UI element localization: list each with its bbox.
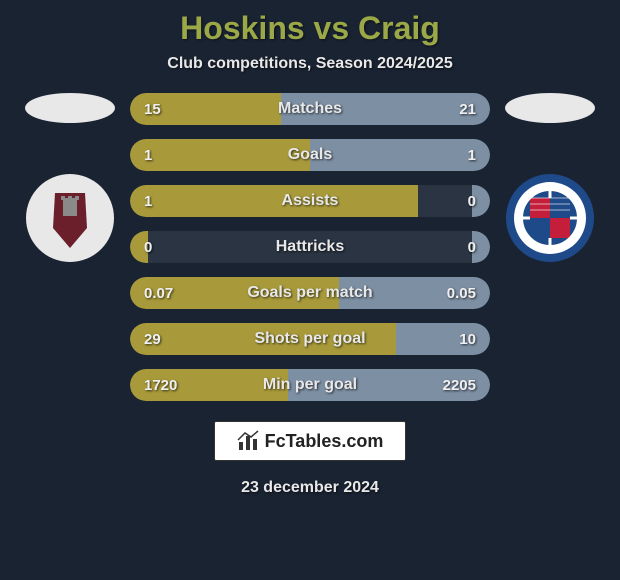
stat-bar-left	[130, 139, 310, 171]
stat-value-right: 1	[468, 139, 476, 171]
stat-value-left: 1	[144, 139, 152, 171]
right-player-col	[500, 93, 600, 263]
stat-row: 11Goals	[130, 139, 490, 171]
fctables-logo[interactable]: FcTables.com	[214, 421, 407, 461]
stat-value-left: 15	[144, 93, 161, 125]
stat-value-left: 0	[144, 231, 152, 263]
logo-text: FcTables.com	[265, 431, 384, 452]
northampton-badge-icon	[25, 173, 115, 263]
main-area: 1521Matches11Goals10Assists00Hattricks0.…	[0, 93, 620, 401]
stat-value-right: 0.05	[447, 277, 476, 309]
left-club-badge	[25, 173, 115, 263]
stat-value-left: 0.07	[144, 277, 173, 309]
stat-label: Hattricks	[130, 231, 490, 263]
stat-row: 1521Matches	[130, 93, 490, 125]
stat-row: 10Assists	[130, 185, 490, 217]
date-text: 23 december 2024	[241, 479, 379, 497]
bar-chart-icon	[237, 430, 259, 452]
left-player-ellipse	[25, 93, 115, 123]
stat-bar-left	[130, 185, 418, 217]
stat-bar-right	[310, 139, 490, 171]
subtitle: Club competitions, Season 2024/2025	[167, 55, 452, 73]
stat-row: 0 0Hattricks	[130, 231, 490, 263]
stat-value-left: 1720	[144, 369, 177, 401]
reading-badge-icon	[505, 173, 595, 263]
stats-bars: 1521Matches11Goals10Assists00Hattricks0.…	[130, 93, 490, 401]
stat-value-right: 0	[468, 231, 476, 263]
right-club-badge	[505, 173, 595, 263]
page-title: Hoskins vs Craig	[180, 10, 440, 47]
stat-value-left: 1	[144, 185, 152, 217]
stat-bar-left	[130, 323, 396, 355]
stat-value-right: 10	[459, 323, 476, 355]
right-player-ellipse	[505, 93, 595, 123]
comparison-card: Hoskins vs Craig Club competitions, Seas…	[0, 0, 620, 580]
stat-value-right: 21	[459, 93, 476, 125]
stat-row: 2910Shots per goal	[130, 323, 490, 355]
stat-value-right: 2205	[443, 369, 476, 401]
left-player-col	[20, 93, 120, 263]
stat-row: 0.070.05Goals per match	[130, 277, 490, 309]
stat-value-right: 0	[468, 185, 476, 217]
stat-value-left: 29	[144, 323, 161, 355]
stat-row: 17202205Min per goal	[130, 369, 490, 401]
